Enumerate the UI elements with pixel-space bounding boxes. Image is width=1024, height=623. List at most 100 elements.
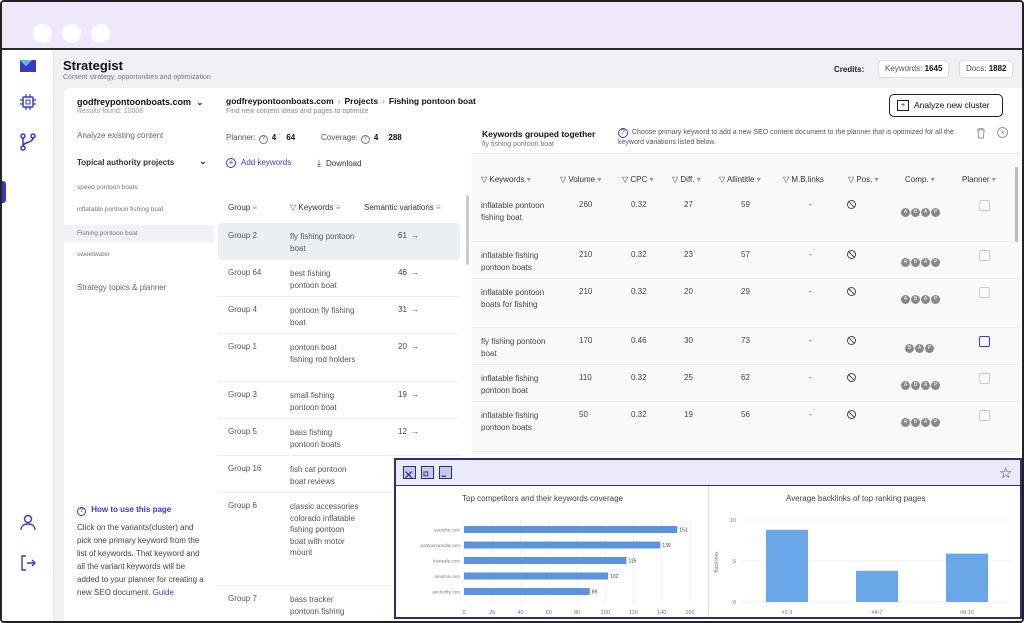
- keywords-column-header[interactable]: ▽ Keywords ≡: [290, 203, 340, 212]
- close-icon[interactable]: ×: [997, 127, 1008, 138]
- semantic-variations[interactable]: 19 →: [398, 390, 419, 399]
- group-row[interactable]: Group 3 small fishing pontoon boat 19 →: [218, 382, 460, 419]
- project-item-selected[interactable]: Fishing pontoon boat: [64, 225, 214, 242]
- competitor-badge[interactable]: A: [901, 381, 910, 390]
- planner-add-icon[interactable]: [979, 200, 990, 211]
- group-row[interactable]: Group 16 fish cat pontoon boat reviews: [218, 456, 460, 493]
- competitor-badge[interactable]: B: [911, 381, 920, 390]
- keyword-row[interactable]: inflatable fishing pontoon boat 110 0.32 25…: [471, 365, 1021, 402]
- no-position-icon: [847, 410, 856, 419]
- competitor-badge[interactable]: P: [931, 208, 940, 217]
- planner-add-icon[interactable]: [979, 287, 990, 298]
- semantic-variations[interactable]: 61 →: [398, 231, 419, 240]
- competitor-badge[interactable]: A: [901, 208, 910, 217]
- help-title[interactable]: ? How to use this page: [77, 505, 171, 516]
- competitor-badge[interactable]: A: [915, 344, 924, 353]
- competitor-badge[interactable]: B: [911, 258, 920, 267]
- competitor-badge[interactable]: P: [925, 344, 934, 353]
- group-row[interactable]: Group 6 classic accessories colorado infl…: [218, 493, 460, 586]
- breadcrumb-projects[interactable]: Projects: [344, 96, 379, 106]
- planner-add-icon[interactable]: [979, 373, 990, 384]
- user-icon[interactable]: [18, 512, 38, 532]
- semantic-variations[interactable]: 20 →: [398, 342, 419, 351]
- kw-col-pos[interactable]: ▽ Pos. ▾: [848, 175, 879, 184]
- competitor-badge[interactable]: P: [931, 381, 940, 390]
- guide-link[interactable]: Guide: [152, 588, 174, 597]
- nav-strategy-topics[interactable]: Strategy topics & planner: [77, 283, 167, 292]
- project-item[interactable]: sweetwater: [77, 251, 110, 258]
- app-logo-icon[interactable]: [18, 56, 38, 76]
- semantic-variations[interactable]: 46 →: [398, 268, 419, 277]
- group-row[interactable]: Group 7 bass tracker pontoon fishing: [218, 586, 460, 621]
- filter-icon: ▽: [848, 175, 855, 184]
- keyword-row[interactable]: inflatable fishing pontoon boats 210 0.32 2…: [471, 242, 1021, 279]
- keywords-scrollbar[interactable]: [1015, 167, 1018, 242]
- add-keywords-button[interactable]: + Add keywords: [226, 158, 291, 168]
- group-row[interactable]: Group 2 fly fishing pontoon boat 61 →: [218, 223, 460, 260]
- groups-scrollbar[interactable]: [466, 195, 469, 265]
- download-button[interactable]: ⤓ Download: [317, 158, 362, 169]
- star-icon[interactable]: ☆: [999, 465, 1013, 482]
- window-minimize-dot[interactable]: [62, 24, 81, 43]
- kw-col-comp[interactable]: Comp. ▾: [905, 175, 935, 184]
- group-column-header[interactable]: Group ≡: [228, 203, 257, 212]
- project-item[interactable]: speed pontoon boats: [77, 184, 138, 191]
- competitor-badge[interactable]: B: [911, 208, 920, 217]
- group-row[interactable]: Group 4 pontoon fly fishing boat 31 →: [218, 297, 460, 334]
- group-row[interactable]: Group 64 best fishing pontoon boat 46 →: [218, 260, 460, 297]
- competitor-badge[interactable]: A: [921, 418, 930, 427]
- nav-analyze-existing[interactable]: Analyze existing content: [77, 131, 164, 140]
- competitor-badge[interactable]: A: [901, 418, 910, 427]
- keyword-allintitle: 56: [741, 410, 750, 419]
- kw-col-allintitle[interactable]: ▽ Allintitle ▾: [719, 175, 761, 184]
- competitor-badge[interactable]: B: [905, 344, 914, 353]
- competitor-badge[interactable]: P: [931, 295, 940, 304]
- kw-col-keywords[interactable]: ▽ Keywords ▾: [481, 175, 531, 184]
- competitor-badge[interactable]: A: [921, 258, 930, 267]
- group-row[interactable]: Group 1 pontoon boat fishing rod holders 2…: [218, 334, 460, 382]
- kw-col-mblinks[interactable]: ▽ M.B.links: [783, 175, 824, 184]
- git-branch-icon[interactable]: [18, 132, 38, 152]
- project-item[interactable]: inflatable pontoon fishing boat: [77, 206, 164, 213]
- competitor-badge[interactable]: A: [921, 208, 930, 217]
- planner-add-icon[interactable]: [979, 250, 990, 261]
- kw-col-cpc[interactable]: ▽ CPC ▾: [622, 175, 654, 184]
- competitor-badge[interactable]: A: [901, 258, 910, 267]
- logout-icon[interactable]: [18, 553, 38, 573]
- analyze-new-cluster-button[interactable]: + Analyze new cluster: [889, 94, 1003, 117]
- nav-topical-authority[interactable]: Topical authority projects ⌄: [64, 156, 214, 172]
- competitor-badge[interactable]: B: [911, 418, 920, 427]
- semantic-column-header[interactable]: Semantic variations ≡: [364, 203, 441, 212]
- semantic-variations[interactable]: 31 →: [398, 305, 419, 314]
- kw-col-planner[interactable]: Planner ▾: [962, 175, 996, 184]
- competitor-badge[interactable]: P: [931, 418, 940, 427]
- domain-selector[interactable]: godfreypontoonboats.com ⌄: [77, 97, 203, 107]
- semantic-variations[interactable]: 12 →: [398, 427, 419, 436]
- chip-icon[interactable]: [18, 92, 38, 112]
- keyword-row[interactable]: fly fishing pontoon boat 170 0.46 30 73 - B A P: [471, 328, 1021, 365]
- competitor-badge[interactable]: A: [921, 295, 930, 304]
- kw-col-volume[interactable]: ▽ Volume ▾: [560, 175, 601, 184]
- keyword-row[interactable]: inflatable pontoon fishing boat 260 0.32 27…: [471, 192, 1021, 242]
- competitor-badge[interactable]: B: [911, 295, 920, 304]
- breadcrumb-domain[interactable]: godfreypontoonboats.com: [226, 96, 334, 106]
- minimize-box-icon[interactable]: [439, 466, 452, 479]
- competitor-badge[interactable]: A: [901, 295, 910, 304]
- competitor-badge[interactable]: A: [921, 381, 930, 390]
- keyword-mblinks: -: [809, 373, 812, 382]
- keyword-row[interactable]: inflatable fishing pontoon boats 50 0.32 19…: [471, 402, 1021, 452]
- close-box-icon[interactable]: [403, 466, 416, 479]
- window-close-dot[interactable]: [33, 24, 52, 43]
- kw-col-diff[interactable]: ▽ Diff. ▾: [672, 175, 701, 184]
- trash-icon[interactable]: [976, 127, 986, 139]
- planner-added-icon[interactable]: [979, 336, 990, 347]
- competitor-badge[interactable]: P: [931, 258, 940, 267]
- keyword-volume: 50: [579, 410, 588, 419]
- restore-box-icon[interactable]: [421, 466, 434, 479]
- planner-add-icon[interactable]: [979, 410, 990, 421]
- question-icon[interactable]: ?: [360, 135, 370, 144]
- group-row[interactable]: Group 5 bass fishing pontoon boats 12 →: [218, 419, 460, 456]
- window-maximize-dot[interactable]: [91, 24, 110, 43]
- question-icon[interactable]: ?: [258, 135, 268, 144]
- keyword-row[interactable]: inflatable pontoon boats for fishing 210 0…: [471, 279, 1021, 328]
